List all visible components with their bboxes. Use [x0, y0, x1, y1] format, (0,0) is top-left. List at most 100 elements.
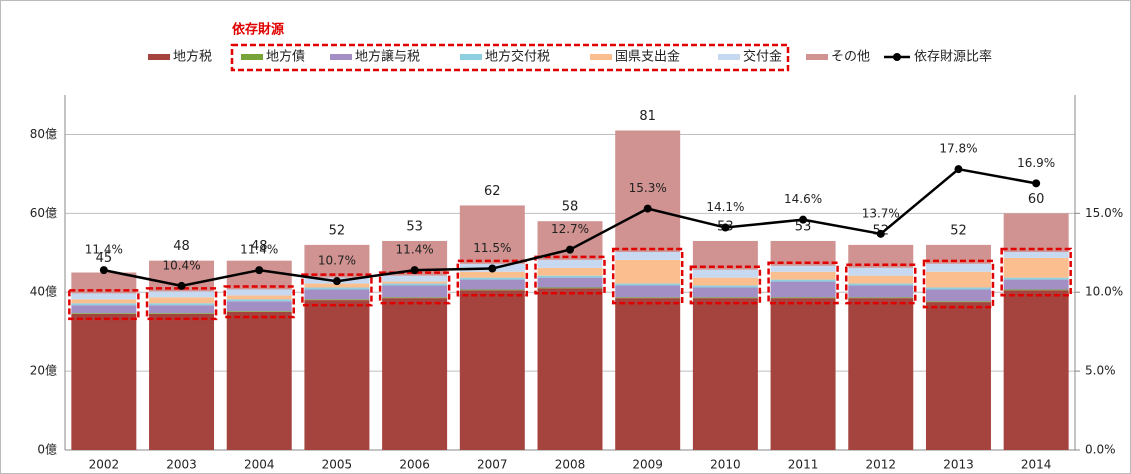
bar-segment [71, 299, 137, 304]
ratio-point [410, 266, 419, 275]
bar-segment [770, 298, 836, 450]
legend-swatch [330, 54, 352, 60]
bar-segment [304, 289, 370, 300]
total-label: 53 [406, 219, 423, 234]
bar-segment [692, 277, 758, 286]
dependent-box [611, 247, 684, 305]
bar-segment [304, 244, 370, 278]
bar-segment [382, 297, 448, 299]
bar-segment [925, 302, 991, 450]
ratio-label: 10.7% [318, 254, 356, 268]
dependent-box [223, 285, 295, 319]
x-tick-label: 2003 [166, 458, 197, 472]
bar-segment [1003, 213, 1069, 252]
dependent-box [1000, 247, 1072, 297]
bar-segment [304, 283, 370, 288]
x-tick-label: 2011 [788, 458, 819, 472]
bar-segment [459, 279, 525, 290]
ratio-point [488, 264, 497, 273]
bar-segment [770, 279, 836, 282]
ratio-label: 11.4% [396, 243, 434, 257]
bar-segment [692, 287, 758, 298]
bar-segment [537, 288, 603, 450]
x-tick-label: 2002 [89, 458, 120, 472]
bar-segment [770, 281, 836, 298]
bar-segment [71, 313, 137, 450]
bar-segment [71, 303, 137, 306]
x-tick-label: 2007 [477, 458, 508, 472]
y-tick-label: 20億 [30, 364, 57, 378]
total-label: 52 [950, 223, 967, 238]
bar-segment [459, 290, 525, 450]
bar-segment [304, 300, 370, 450]
ratio-label: 15.3% [629, 181, 667, 195]
bar-segment [848, 275, 914, 284]
bar-segment [304, 299, 370, 301]
bar-segment [848, 283, 914, 286]
x-tick-label: 2013 [943, 458, 974, 472]
y-tick-label: 60億 [30, 206, 57, 220]
bar-segment [537, 267, 603, 276]
legend-swatch [460, 54, 482, 60]
bar-segment [848, 267, 914, 276]
ratio-point [332, 277, 341, 286]
ratio-label: 11.5% [473, 241, 511, 255]
dependent-box [145, 287, 218, 321]
bar-segment [226, 299, 292, 302]
y2-tick-label: 0.0% [1085, 443, 1116, 457]
ratio-label: 13.7% [862, 206, 900, 220]
ratio-label: 14.1% [706, 200, 744, 214]
legend-label: その他 [831, 50, 870, 65]
bar-segment [71, 272, 137, 294]
bar-segment [382, 275, 448, 282]
legend-label: 国県支出金 [615, 49, 680, 65]
bar-segment [304, 287, 370, 290]
bar-segment [226, 311, 292, 312]
x-tick-label: 2012 [865, 458, 896, 472]
dependent-box [456, 259, 529, 297]
bar-segment [848, 244, 914, 268]
total-label: 48 [173, 239, 190, 254]
dependent-box [922, 259, 995, 309]
y-tick-label: 0億 [37, 443, 57, 457]
y2-tick-label: 15.0% [1085, 206, 1123, 220]
legend-swatch [148, 54, 170, 60]
bar-segment [1003, 257, 1069, 278]
legend-label: 地方譲与税 [355, 49, 420, 65]
bar-segment [537, 275, 603, 278]
bar-segment [382, 298, 448, 450]
legend-label: 地方債 [266, 49, 305, 65]
bar-segment [71, 305, 137, 314]
bar-segment [149, 291, 215, 298]
bar-segment [692, 297, 758, 299]
x-tick-label: 2008 [555, 458, 586, 472]
bar-segment [615, 259, 681, 284]
y-tick-label: 40億 [30, 285, 57, 299]
bar-segment [382, 281, 448, 284]
bar-segment [149, 297, 215, 304]
legend-swatch [893, 53, 901, 61]
bar-segment [149, 305, 215, 314]
bar-segment [615, 251, 681, 260]
legend-swatch [241, 54, 263, 60]
ratio-label: 16.9% [1017, 156, 1055, 170]
ratio-point [876, 229, 885, 238]
bar-segment [149, 313, 215, 314]
bar-segment [615, 130, 681, 252]
dependent-box [301, 273, 373, 307]
ratio-point [643, 204, 652, 213]
bar-segment [149, 303, 215, 306]
bar-segment [537, 277, 603, 288]
bar-segment [770, 271, 836, 280]
ratio-point [255, 266, 264, 275]
bar-segment [71, 313, 137, 314]
dependent-box [534, 255, 606, 295]
bar-segment [1003, 277, 1069, 280]
ratio-point [1032, 179, 1041, 188]
bar-segment [226, 301, 292, 312]
bar-segment [1003, 279, 1069, 290]
bar-segment [692, 285, 758, 288]
ratio-point [799, 215, 808, 224]
bar-segment [615, 297, 681, 299]
y-tick-label: 80億 [30, 127, 57, 141]
